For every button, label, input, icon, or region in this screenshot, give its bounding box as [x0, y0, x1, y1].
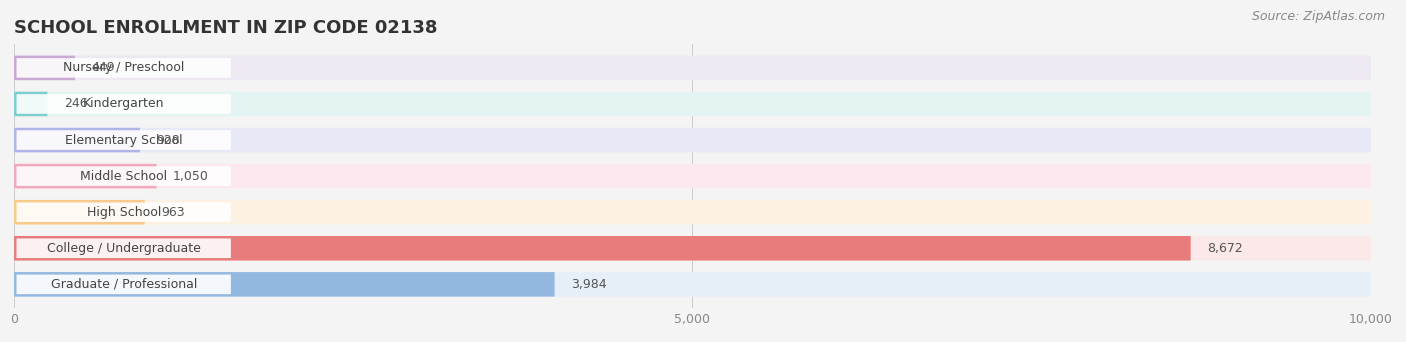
FancyBboxPatch shape: [14, 92, 48, 116]
Text: 246: 246: [63, 97, 87, 110]
Text: SCHOOL ENROLLMENT IN ZIP CODE 02138: SCHOOL ENROLLMENT IN ZIP CODE 02138: [14, 19, 437, 37]
FancyBboxPatch shape: [14, 164, 156, 188]
Text: Middle School: Middle School: [80, 170, 167, 183]
Text: Kindergarten: Kindergarten: [83, 97, 165, 110]
Text: 8,672: 8,672: [1206, 242, 1243, 255]
Text: 963: 963: [162, 206, 184, 219]
FancyBboxPatch shape: [14, 272, 554, 297]
FancyBboxPatch shape: [17, 202, 231, 222]
FancyBboxPatch shape: [14, 128, 1371, 152]
FancyBboxPatch shape: [14, 200, 1371, 224]
Text: Elementary School: Elementary School: [65, 134, 183, 147]
Text: High School: High School: [87, 206, 160, 219]
FancyBboxPatch shape: [14, 200, 145, 224]
Text: Graduate / Professional: Graduate / Professional: [51, 278, 197, 291]
Text: 449: 449: [91, 62, 115, 75]
FancyBboxPatch shape: [17, 275, 231, 294]
FancyBboxPatch shape: [14, 92, 1371, 116]
FancyBboxPatch shape: [17, 166, 231, 186]
Text: College / Undergraduate: College / Undergraduate: [46, 242, 201, 255]
FancyBboxPatch shape: [14, 128, 141, 152]
FancyBboxPatch shape: [14, 56, 75, 80]
Text: Source: ZipAtlas.com: Source: ZipAtlas.com: [1251, 10, 1385, 23]
FancyBboxPatch shape: [14, 272, 1371, 297]
FancyBboxPatch shape: [14, 56, 1371, 80]
Text: 1,050: 1,050: [173, 170, 208, 183]
Text: Nursery / Preschool: Nursery / Preschool: [63, 62, 184, 75]
Text: 3,984: 3,984: [571, 278, 606, 291]
FancyBboxPatch shape: [14, 236, 1191, 261]
FancyBboxPatch shape: [14, 164, 1371, 188]
Text: 928: 928: [156, 134, 180, 147]
FancyBboxPatch shape: [17, 130, 231, 150]
FancyBboxPatch shape: [17, 94, 231, 114]
FancyBboxPatch shape: [14, 236, 1371, 261]
FancyBboxPatch shape: [17, 238, 231, 258]
FancyBboxPatch shape: [17, 58, 231, 78]
